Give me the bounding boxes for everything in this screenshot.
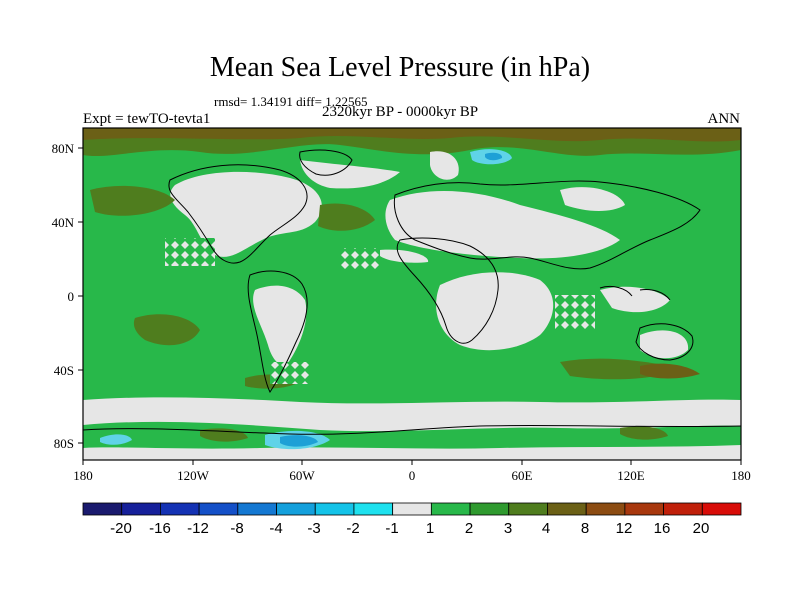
- lat-label-40s: 40S: [54, 363, 74, 378]
- lon-label-60w: 60W: [289, 468, 315, 483]
- colorbar-label: 4: [542, 520, 550, 537]
- colorbar-label: -3: [307, 520, 320, 537]
- colorbar-box: [121, 502, 161, 516]
- colorbar-box: [585, 502, 626, 516]
- weddell-negative-core: [280, 435, 318, 447]
- colorbar-label: -20: [110, 520, 132, 537]
- eurasia-neutral: [385, 190, 620, 259]
- south-indian-strong: [640, 363, 700, 379]
- colorbar-label: 12: [616, 520, 633, 537]
- colorbar-label: -4: [269, 520, 282, 537]
- speckle-patch: [165, 238, 215, 266]
- pressure-field: [83, 128, 741, 460]
- rmsd-diff-stats: rmsd= 1.34191 diff= 1.22565: [214, 94, 368, 109]
- colorbar-box: [663, 502, 703, 516]
- colorbar-label: 3: [504, 520, 512, 537]
- antarctic-green-band: [83, 421, 741, 449]
- colorbar-box: [160, 502, 200, 516]
- colorbar-box: [547, 502, 587, 516]
- colorbar-box: [508, 502, 548, 516]
- season-label: ANN: [707, 111, 741, 127]
- antarctic-positive-b: [620, 426, 668, 440]
- lat-tick-labels: 80N 40N 0 40S 80S: [52, 141, 75, 451]
- colorbar-box: [701, 502, 742, 516]
- page-title: Mean Sea Level Pressure (in hPa): [209, 52, 591, 83]
- lat-label-80n: 80N: [52, 141, 75, 156]
- barents-negative-core: [485, 152, 503, 161]
- scandinavia-neutral: [430, 151, 459, 180]
- siberia-neutral: [560, 187, 625, 212]
- lat-label-0: 0: [68, 289, 75, 304]
- north-america-neutral: [170, 171, 322, 257]
- south-america-neutral: [253, 285, 307, 365]
- colorbar-label: 16: [654, 520, 671, 537]
- colorbar-box: [237, 502, 277, 516]
- lat-tick-marks: [78, 147, 83, 444]
- colorbar-label: -2: [346, 520, 359, 537]
- atlantic-positive: [318, 203, 375, 231]
- ross-negative: [100, 434, 132, 445]
- experiment-label: Expt = tewTO-tevta1: [83, 111, 211, 127]
- colorbar-box: [198, 502, 239, 516]
- lon-label-120w: 120W: [177, 468, 210, 483]
- maritime-continent-neutral: [600, 286, 670, 313]
- colorbar-box: [82, 502, 123, 516]
- lon-tick-labels: 180 120W 60W 0 60E 120E 180: [73, 468, 751, 483]
- colorbar-label: -1: [385, 520, 398, 537]
- speckle-patch: [340, 248, 380, 270]
- colorbar-labels: -20 -16 -12 -8 -4 -3 -2 -1 1 2 3 4 8 12 …: [110, 520, 709, 537]
- colorbar-box: [430, 502, 471, 516]
- colorbar-label: 20: [693, 520, 710, 537]
- lon-tick-marks: [82, 460, 742, 465]
- colorbar-box: [624, 502, 664, 516]
- speckle-patch: [270, 362, 310, 384]
- arctic-strong-positive: [83, 128, 741, 142]
- colorbar: [82, 502, 742, 516]
- colorbar-box: [314, 502, 355, 516]
- north-pacific-positive: [90, 185, 175, 216]
- colorbar-label: -16: [149, 520, 171, 537]
- africa-indian-neutral: [436, 272, 554, 351]
- lon-label-180e: 180: [731, 468, 751, 483]
- colorbar-label: -8: [230, 520, 243, 537]
- time-period-subtitle: 2320kyr BP - 0000kyr BP: [321, 104, 479, 120]
- colorbar-box: [276, 502, 316, 516]
- sahara-neutral: [380, 249, 429, 263]
- colorbar-label: 1: [426, 520, 434, 537]
- australia-neutral: [640, 330, 689, 359]
- colorbar-label: 2: [465, 520, 473, 537]
- lat-label-40n: 40N: [52, 215, 75, 230]
- lon-label-180w: 180: [73, 468, 93, 483]
- speckle-patch: [555, 295, 595, 330]
- colorbar-box: [353, 502, 394, 516]
- colorbar-box: [392, 502, 432, 516]
- colorbar-label: -12: [187, 520, 209, 537]
- lon-label-0: 0: [409, 468, 416, 483]
- north-atlantic-neutral: [300, 160, 400, 189]
- south-pacific-positive: [133, 314, 200, 346]
- lon-label-60e: 60E: [512, 468, 533, 483]
- colorbar-box: [469, 502, 510, 516]
- colorbar-label: 8: [581, 520, 589, 537]
- lon-label-120e: 120E: [617, 468, 645, 483]
- lat-label-80s: 80S: [54, 436, 74, 451]
- coastlines: [83, 149, 741, 435]
